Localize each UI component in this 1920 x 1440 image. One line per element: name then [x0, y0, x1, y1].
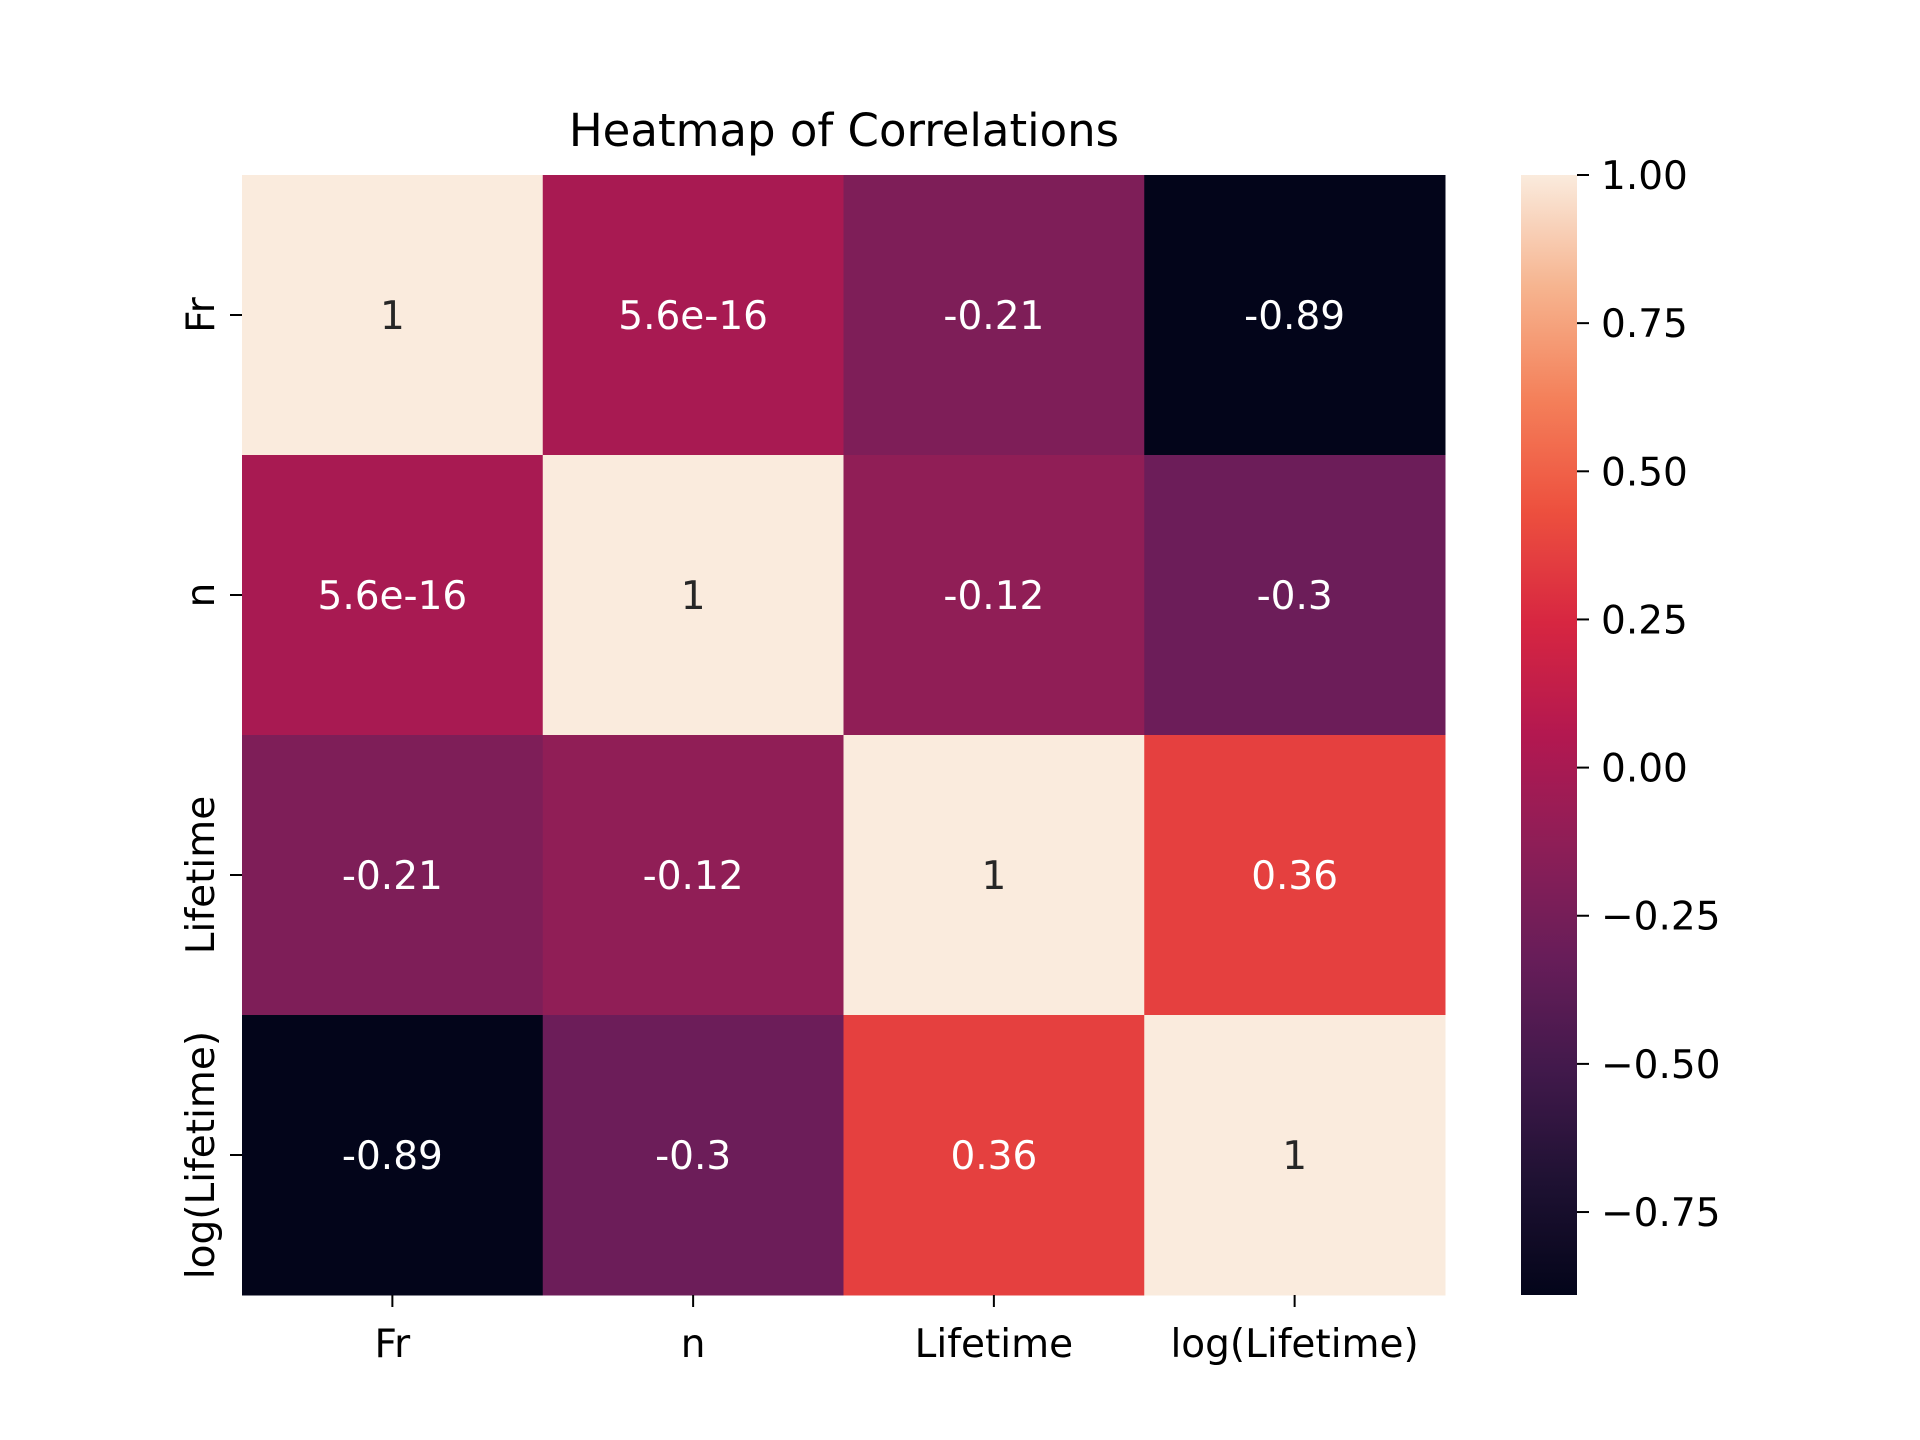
heatmap-cell — [242, 1015, 544, 1296]
cell-value-label: 1 — [1282, 1134, 1307, 1179]
cell-value-label: 1 — [380, 294, 405, 339]
colorbar-tick-label: −0.25 — [1601, 895, 1721, 940]
colorbar-tick-label: −0.75 — [1601, 1191, 1721, 1236]
heatmap-cell — [542, 735, 844, 1016]
cell-value-label: -0.21 — [943, 294, 1044, 339]
cell-value-label: -0.89 — [342, 1134, 443, 1179]
heatmap-cell — [843, 455, 1145, 736]
heatmap-cell — [542, 455, 844, 736]
colorbar-tick-label: 0.00 — [1601, 747, 1688, 792]
colorbar-tick-label: 0.50 — [1601, 450, 1688, 495]
heatmap-cell — [242, 175, 544, 456]
heatmap-cell — [242, 735, 544, 1016]
heatmap-cell — [843, 1015, 1145, 1296]
y-axis-ticks: Fr n Lifetime log(Lifetime) — [179, 296, 242, 1279]
colorbar-tick-label: 1.00 — [1601, 154, 1688, 199]
x-tick-label: Fr — [375, 1322, 412, 1367]
colorbar-tick-label: −0.50 — [1601, 1043, 1721, 1088]
y-tick-label: log(Lifetime) — [179, 1031, 224, 1279]
cell-value-label: 1 — [981, 854, 1006, 899]
colorbar-gradient — [1521, 175, 1577, 1295]
chart-title: Heatmap of Correlations — [569, 104, 1119, 157]
cell-value-label: -0.89 — [1244, 294, 1345, 339]
cell-value-label: -0.3 — [1257, 574, 1333, 619]
cell-value-label: 0.36 — [1251, 854, 1338, 899]
cell-value-label: -0.21 — [342, 854, 443, 899]
y-tick-label: Lifetime — [179, 796, 224, 954]
heatmap-cell — [1144, 1015, 1446, 1296]
x-tick-label: log(Lifetime) — [1170, 1322, 1418, 1367]
x-tick-label: Lifetime — [915, 1322, 1073, 1367]
cell-value-label: 1 — [681, 574, 706, 619]
heatmap-cell — [242, 455, 544, 736]
cell-value-label: -0.12 — [943, 574, 1044, 619]
colorbar: 1.00 0.75 0.50 0.25 0.00 −0.25 −0.50 −0.75 — [1521, 154, 1721, 1295]
heatmap-cell — [1144, 735, 1446, 1016]
y-tick-label: n — [179, 583, 224, 608]
heatmap-cells: 1 5.6e-16 -0.21 -0.89 5.6e-16 1 -0.12 -0.3 -0.21… — [242, 175, 1446, 1296]
cell-value-label: 5.6e-16 — [318, 574, 468, 619]
cell-value-label: -0.3 — [655, 1134, 731, 1179]
x-axis-ticks: Fr n Lifetime log(Lifetime) — [375, 1295, 1419, 1367]
x-tick-label: n — [681, 1322, 706, 1367]
heatmap-cell — [542, 175, 844, 456]
y-tick-label: Fr — [179, 296, 224, 333]
heatmap-cell — [542, 1015, 844, 1296]
colorbar-tick-label: 0.75 — [1601, 302, 1688, 347]
heatmap-cell — [1144, 455, 1446, 736]
cell-value-label: 5.6e-16 — [618, 294, 768, 339]
heatmap-cell — [843, 175, 1145, 456]
colorbar-tick-label: 0.25 — [1601, 598, 1688, 643]
heatmap-cell — [843, 735, 1145, 1016]
cell-value-label: -0.12 — [643, 854, 744, 899]
cell-value-label: 0.36 — [950, 1134, 1037, 1179]
heatmap-cell — [1144, 175, 1446, 456]
